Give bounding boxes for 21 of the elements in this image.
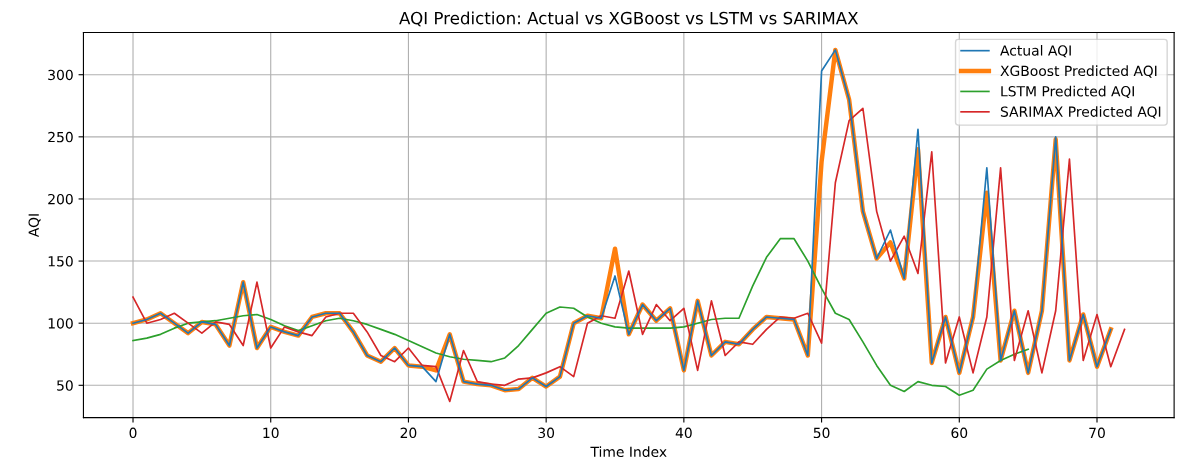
legend-label: XGBoost Predicted AQI [1000,65,1157,78]
y-tick-label: 200 [48,193,73,205]
x-tick-label: 0 [129,427,137,439]
y-axis-title: AQI [28,214,41,238]
x-tick-label: 30 [538,427,555,439]
y-tick-label: 250 [48,131,73,143]
x-tick-label: 40 [675,427,692,439]
x-axis-title: Time Index [590,446,667,458]
y-tick-label: 300 [48,69,73,81]
chart-title: AQI Prediction: Actual vs XGBoost vs LSTM vs SARIMAX [399,11,859,27]
x-tick-label: 20 [400,427,417,439]
legend-label: SARIMAX Predicted AQI [1000,106,1161,119]
x-tick-label: 10 [263,427,279,439]
x-tick-label: 60 [951,427,968,439]
y-tick-label: 150 [48,256,73,267]
legend-label: LSTM Predicted AQI [1001,85,1134,99]
legend-label: Actual AQI [1000,44,1071,58]
y-tick-label: 50 [57,380,73,391]
x-tick-label: 50 [813,427,830,439]
x-tick-label: 70 [1089,427,1105,439]
y-tick-label: 100 [48,318,73,329]
